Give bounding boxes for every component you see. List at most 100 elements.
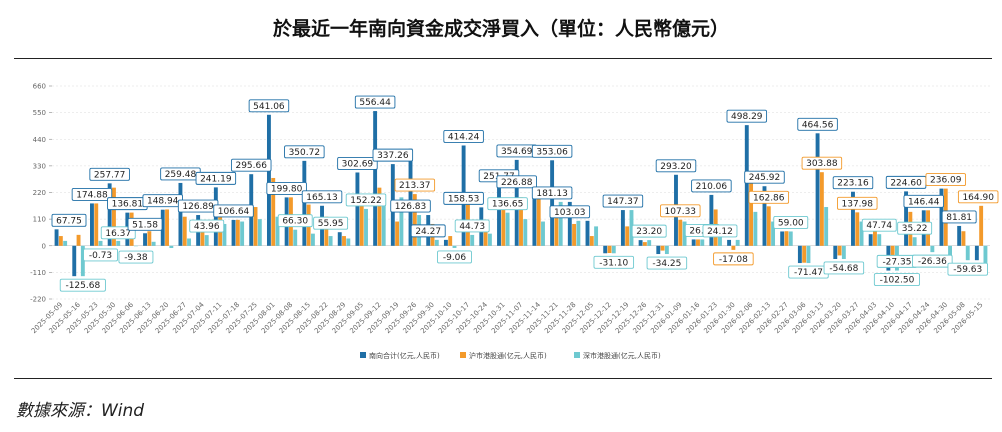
bar-sh <box>572 223 577 246</box>
bar-total <box>90 203 94 246</box>
data-label: 24.27 <box>415 227 441 237</box>
bar-sh <box>589 236 594 246</box>
data-label-box <box>903 194 945 208</box>
bar-total <box>443 239 448 246</box>
data-label: 181.13 <box>536 189 568 199</box>
bar-total <box>709 194 714 246</box>
data-label: 137.98 <box>842 199 874 209</box>
bar-total <box>833 245 838 259</box>
data-label: 213.37 <box>399 181 431 191</box>
data-label-box <box>394 178 436 192</box>
bar-sh <box>377 187 382 246</box>
bar-total <box>974 245 979 261</box>
data-label-box <box>549 205 591 219</box>
data-label: 66.30 <box>282 217 308 227</box>
bar-sz <box>452 245 457 248</box>
data-label: -71.47 <box>794 268 823 278</box>
bar-sz <box>771 221 776 246</box>
data-label: 152.22 <box>350 196 382 206</box>
data-label-box <box>925 173 967 187</box>
bar-total <box>408 148 413 246</box>
data-label: 498.29 <box>731 112 763 122</box>
y-tick-label: 220 <box>33 189 46 197</box>
data-label-box <box>443 191 484 205</box>
bar-sz <box>735 239 740 246</box>
y-tick-label: 330 <box>33 162 46 170</box>
data-label: 236.09 <box>930 176 962 186</box>
data-label: 257.77 <box>94 170 126 180</box>
bar-sh <box>412 194 417 246</box>
data-label-box <box>726 109 768 123</box>
data-label: -54.68 <box>829 264 858 274</box>
data-label-box <box>89 167 130 181</box>
bar-sz <box>293 229 298 246</box>
data-label: 241.19 <box>200 174 232 184</box>
bar-sz <box>275 216 280 246</box>
bar-sz <box>682 221 687 246</box>
data-label-box <box>773 216 809 229</box>
data-label: -17.08 <box>719 255 748 265</box>
data-label: 354.69 <box>501 147 533 157</box>
data-label-box <box>602 194 644 208</box>
bar-sz <box>257 219 262 246</box>
data-label-box <box>71 187 113 201</box>
data-label: 35.22 <box>902 224 928 234</box>
bar-sh <box>395 221 400 246</box>
bar-sh <box>625 226 630 246</box>
bar-sz <box>310 233 315 246</box>
data-label: -9.06 <box>443 253 467 263</box>
data-label-box <box>213 204 254 218</box>
bar-sz <box>912 237 917 246</box>
bar-sh <box>483 221 488 246</box>
bar-sh <box>182 216 187 246</box>
data-label: 126.83 <box>395 202 427 212</box>
bar-sh <box>855 212 860 246</box>
data-label: 107.33 <box>665 207 697 217</box>
bar-total <box>160 209 165 246</box>
bar-sz <box>204 235 209 246</box>
data-label: 259.48 <box>165 170 197 180</box>
data-label: 148.94 <box>147 197 179 207</box>
data-label-box <box>230 158 272 172</box>
y-tick-label: -220 <box>30 296 46 304</box>
data-label-box <box>390 199 431 213</box>
data-label-box <box>823 261 865 275</box>
bar-sz <box>169 245 174 249</box>
data-label-box <box>744 170 785 184</box>
data-label-box <box>248 99 290 113</box>
data-label: -9.38 <box>124 253 148 263</box>
data-label: 245.92 <box>749 173 781 183</box>
y-tick-label: 440 <box>33 136 46 144</box>
y-tick-label: 0 <box>42 242 46 250</box>
data-label: -31.10 <box>599 258 628 268</box>
data-label-box <box>83 248 118 262</box>
data-label: 556.44 <box>359 98 391 108</box>
bar-sz <box>381 202 386 246</box>
bar-sh <box>271 177 276 246</box>
bar-sh <box>961 231 966 246</box>
bar-sh <box>696 239 700 246</box>
bar-total <box>585 220 590 246</box>
data-label-box <box>801 156 843 170</box>
data-label: 162.86 <box>753 193 785 203</box>
bar-sh <box>749 182 754 246</box>
bar-sz <box>753 211 758 246</box>
bar-sh <box>642 242 647 246</box>
bar-sz <box>98 240 103 246</box>
bar-sh <box>660 245 665 251</box>
bar-sz <box>470 234 475 246</box>
data-source-note: 數據來源：Wind <box>16 401 145 421</box>
data-label: 55.95 <box>318 219 344 229</box>
data-label: -34.25 <box>652 259 681 269</box>
bar-sh <box>76 234 81 246</box>
data-label-box <box>354 95 396 109</box>
bar-sz <box>664 245 669 255</box>
bar-total <box>656 245 661 255</box>
data-label: 146.44 <box>908 197 940 207</box>
bar-total <box>550 160 555 246</box>
data-label: -27.35 <box>882 257 911 267</box>
bar-sz <box>647 240 652 246</box>
bar-sh <box>837 245 842 256</box>
chart-canvas: -220-11001102203304405506602025-05-09202… <box>30 83 999 360</box>
bar-sz <box>399 197 404 246</box>
